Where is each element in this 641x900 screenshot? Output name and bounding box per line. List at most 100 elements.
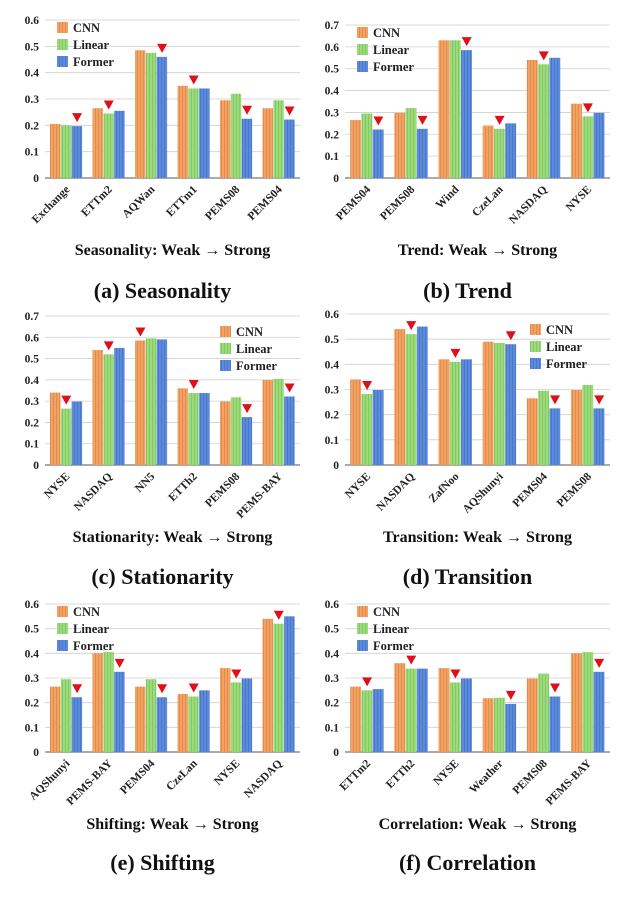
best-marker-nyse (61, 395, 72, 405)
bar-linear-pems08 (405, 108, 417, 178)
chart-panel-2: 0 0.1 0.2 0.3 0.4 0.5 0.6 0.7 NYSE NASDAQ NN5 ETTh2… (25, 311, 300, 589)
best-marker-pems-bay (284, 383, 295, 393)
legend-label-linear: Linear (373, 43, 410, 57)
legend-label-linear: Linear (236, 342, 273, 356)
bar-linear-nyse (361, 394, 373, 465)
best-marker-pems08 (242, 105, 253, 115)
y-tick-label: 0.5 (325, 64, 340, 76)
x-category-label: PEMS-BAY (235, 470, 286, 521)
bar-former-ettm1 (199, 88, 210, 178)
chart-panel-0: 0 0.1 0.2 0.3 0.4 0.5 0.6 Exchange ETTm2 AQWan ETT… (25, 15, 300, 303)
y-tick-label: 0.5 (325, 624, 340, 636)
y-tick-label: 0.2 (25, 120, 40, 132)
best-marker-nasdaq (103, 341, 114, 351)
bar-linear-pems04 (273, 100, 284, 178)
bar-cnn-pems-bay (92, 653, 103, 752)
bar-linear-czelan (493, 128, 505, 178)
legend-swatch-cnn (357, 606, 368, 617)
bar-linear-nasdaq (538, 64, 549, 178)
bar-cnn-nyse (438, 668, 450, 752)
x-category-label: NASDAQ (242, 758, 285, 801)
x-category-label: NYSE (431, 757, 461, 787)
x-category-label: PEMS08 (378, 183, 417, 222)
x-category-label: Wind (434, 183, 462, 211)
legend-swatch-cnn (530, 324, 541, 335)
bar-former-nyse (593, 112, 605, 178)
x-category-label: CzeLan (470, 183, 506, 219)
legend-label-former: Former (373, 639, 414, 653)
y-tick-label: 0.6 (25, 332, 40, 344)
best-marker-czelan (494, 115, 505, 125)
best-marker-aqshunyi (72, 684, 83, 694)
best-marker-pems04 (373, 116, 384, 126)
best-marker-wind (461, 37, 472, 47)
subfigure-caption: (f) Correlation (399, 850, 536, 875)
bar-cnn-weather (482, 698, 494, 752)
x-category-label: ETTh2 (167, 470, 201, 504)
bar-cnn-pems08 (219, 100, 231, 178)
legend-label-cnn: CNN (373, 605, 400, 619)
legend-swatch-former (530, 358, 541, 369)
bar-former-aqwan (156, 56, 168, 178)
best-marker-pems04 (157, 684, 168, 694)
subfigure-caption: (b) Trend (423, 278, 512, 303)
bar-linear-pems-bay (103, 652, 114, 752)
x-category-label: NASDAQ (507, 184, 550, 227)
bar-former-czelan (505, 123, 517, 178)
bar-former-etth2 (416, 668, 428, 752)
bar-cnn-pems08 (219, 401, 231, 465)
best-marker-nn5 (135, 327, 146, 337)
legend-swatch-former (357, 61, 368, 72)
bar-linear-nyse (449, 682, 461, 752)
best-marker-nasdaq (273, 610, 284, 620)
bar-former-nasdaq (284, 616, 295, 752)
bar-linear-pems08 (582, 384, 594, 465)
bar-cnn-aqshunyi (49, 686, 61, 752)
bar-linear-nasdaq (273, 623, 284, 752)
bar-cnn-czelan (177, 694, 188, 752)
y-tick-label: 0.4 (25, 648, 40, 660)
best-marker-nasdaq (538, 51, 549, 61)
legend-swatch-cnn (357, 27, 368, 38)
x-category-label: AQShunyi (461, 470, 507, 516)
x-category-label: ETTm2 (338, 757, 374, 793)
x-category-label: Weather (467, 758, 505, 796)
bar-former-czelan (199, 690, 210, 752)
legend-swatch-former (220, 360, 231, 371)
bar-former-weather (505, 703, 517, 752)
bar-former-pems04 (372, 129, 384, 178)
bar-cnn-pems04 (262, 108, 273, 178)
bar-former-exchange (71, 126, 83, 178)
bar-linear-etth2 (188, 393, 199, 465)
bar-linear-nyse (582, 116, 594, 178)
x-category-label: NYSE (42, 470, 72, 500)
legend-swatch-former (57, 56, 68, 67)
legend-swatch-cnn (57, 22, 68, 33)
legend-swatch-linear (530, 341, 541, 352)
y-tick-label: 0.1 (325, 151, 340, 163)
y-tick-label: 0.3 (325, 385, 340, 397)
x-category-label: NYSE (343, 470, 373, 500)
y-tick-label: 0 (333, 747, 339, 759)
x-category-label: NN5 (133, 470, 157, 494)
x-category-label: Exchange (30, 184, 72, 226)
bar-former-aqshunyi (71, 697, 83, 752)
chart-panel-3: 0 0.1 0.2 0.3 0.4 0.5 0.6 NYSE NASDAQ ZafNoo AQShu… (325, 309, 610, 589)
y-tick-label: 0.1 (25, 147, 40, 159)
x-category-label: NASDAQ (375, 471, 418, 514)
best-marker-pems04 (284, 106, 295, 116)
subfigure-caption: (d) Transition (403, 564, 532, 589)
y-tick-label: 0.7 (325, 20, 340, 32)
best-marker-pems08 (242, 404, 253, 414)
y-tick-label: 0.3 (25, 94, 40, 106)
y-tick-label: 0.3 (325, 107, 340, 119)
subfigure-caption: (c) Stationarity (91, 564, 233, 589)
chart-panel-1: 0 0.1 0.2 0.3 0.4 0.5 0.6 0.7 PEMS04 PEMS08 Wind Cz… (325, 20, 610, 303)
x-axis-label: Shifting: Weak → Strong (86, 816, 258, 833)
subfigure-caption: (e) Shifting (110, 850, 215, 875)
bar-cnn-zafnoo (438, 359, 450, 465)
y-tick-label: 0.5 (25, 624, 40, 636)
bar-cnn-etth2 (394, 663, 406, 752)
